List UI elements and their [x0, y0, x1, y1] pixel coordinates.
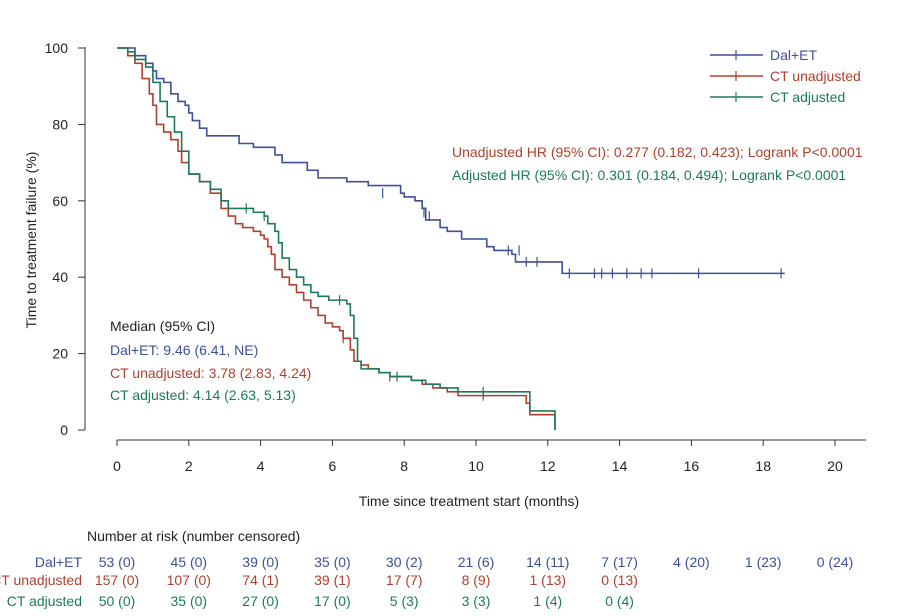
series-line	[117, 47, 785, 275]
risk-cell: 45 (0)	[171, 554, 208, 570]
legend-item: CT adjusted	[710, 89, 845, 105]
risk-cell: 1 (13)	[530, 572, 567, 588]
x-tick-label: 18	[755, 458, 771, 474]
risk-cell: 74 (1)	[242, 572, 279, 588]
km-curves	[117, 47, 785, 430]
median-title: Median (95% CI)	[110, 318, 215, 334]
risk-cell: 17 (7)	[386, 572, 423, 588]
risk-cell: 0 (13)	[601, 572, 638, 588]
risk-cell: 39 (0)	[242, 554, 279, 570]
risk-table: Number at risk (number censored) Dal+ET 5…	[0, 528, 853, 609]
x-tick-label: 20	[827, 458, 843, 474]
risk-cell: 17 (0)	[314, 593, 351, 609]
legend-label: Dal+ET	[770, 47, 818, 63]
risk-cell: 35 (0)	[314, 554, 351, 570]
y-tick-label: 80	[52, 116, 68, 132]
hr-unadjusted-text: Unadjusted HR (95% CI): 0.277 (0.182, 0.…	[452, 144, 863, 160]
series-ct-adjusted	[117, 47, 556, 430]
x-tick-label: 14	[612, 458, 628, 474]
risk-table-rows: Dal+ET 53 (0) 45 (0) 39 (0) 35 (0) 30 (2) 21 (…	[0, 554, 853, 609]
risk-row: CT adjusted 50 (0) 35 (0) 27 (0) 17 (0) 5 (3)…	[7, 593, 634, 609]
series-line	[117, 47, 556, 430]
risk-cell: 27 (0)	[242, 593, 279, 609]
y-ticks: 0 20 40 60 80 100	[45, 40, 85, 438]
hr-adjusted-text: Adjusted HR (95% CI): 0.301 (0.184, 0.49…	[452, 167, 846, 183]
x-tick-label: 12	[540, 458, 556, 474]
risk-row-label: CT adjusted	[7, 593, 82, 609]
x-tick-label: 16	[684, 458, 700, 474]
risk-cell: 7 (17)	[601, 554, 638, 570]
risk-cell: 21 (6)	[458, 554, 495, 570]
risk-cell: 107 (0)	[167, 572, 211, 588]
risk-cell: 1 (23)	[745, 554, 782, 570]
risk-cell: 14 (11)	[526, 554, 569, 570]
risk-cell: 5 (3)	[390, 593, 419, 609]
risk-cell: 0 (24)	[817, 554, 854, 570]
risk-row: Dal+ET 53 (0) 45 (0) 39 (0) 35 (0) 30 (2) 21 (…	[35, 554, 853, 570]
legend: Dal+ET CT unadjusted CT adjusted	[710, 47, 861, 105]
risk-row-label: Dal+ET	[35, 554, 83, 570]
y-tick-label: 0	[60, 422, 68, 438]
median-annotations: Median (95% CI) Dal+ET: 9.46 (6.41, NE) …	[110, 318, 311, 403]
x-tick-label: 10	[468, 458, 484, 474]
risk-row: CT unadjusted 157 (0) 107 (0) 74 (1) 39 (1) 1…	[0, 572, 638, 588]
risk-row-label: CT unadjusted	[0, 572, 82, 588]
risk-cell: 50 (0)	[99, 593, 136, 609]
risk-table-title: Number at risk (number censored)	[87, 528, 300, 544]
legend-label: CT unadjusted	[770, 68, 861, 84]
y-tick-label: 100	[45, 40, 69, 56]
risk-cell: 35 (0)	[171, 593, 208, 609]
risk-cell: 4 (20)	[673, 554, 710, 570]
risk-cell: 157 (0)	[95, 572, 139, 588]
median-ct-unadjusted: CT unadjusted: 3.78 (2.83, 4.24)	[110, 365, 311, 381]
x-tick-label: 4	[257, 458, 265, 474]
x-tick-label: 2	[185, 458, 193, 474]
y-tick-label: 40	[52, 269, 68, 285]
x-tick-label: 0	[113, 458, 121, 474]
legend-item: Dal+ET	[710, 47, 818, 63]
median-ct-adjusted: CT adjusted: 4.14 (2.63, 5.13)	[110, 387, 296, 403]
x-tick-label: 6	[329, 458, 337, 474]
x-tick-label: 8	[400, 458, 408, 474]
legend-item: CT unadjusted	[710, 68, 861, 84]
legend-label: CT adjusted	[770, 89, 845, 105]
risk-cell: 30 (2)	[386, 554, 423, 570]
median-dal-et: Dal+ET: 9.46 (6.41, NE)	[110, 342, 258, 358]
y-tick-label: 60	[52, 193, 68, 209]
risk-cell: 1 (4)	[533, 593, 562, 609]
risk-cell: 8 (9)	[462, 572, 491, 588]
hr-annotations: Unadjusted HR (95% CI): 0.277 (0.182, 0.…	[452, 144, 863, 183]
risk-cell: 53 (0)	[99, 554, 136, 570]
risk-cell: 0 (4)	[605, 593, 634, 609]
axes: 0 2 4 6 8 10 12 14 16 18 20 0 20 40 60 80 100 Time to t…	[23, 40, 866, 509]
x-axis-title: Time since treatment start (months)	[359, 493, 579, 509]
risk-cell: 39 (1)	[314, 572, 351, 588]
risk-cell: 3 (3)	[462, 593, 491, 609]
x-ticks: 0 2 4 6 8 10 12 14 16 18 20	[113, 440, 843, 474]
series-dal-et	[117, 47, 785, 279]
y-axis-title: Time to treatment failure (%)	[23, 152, 39, 329]
y-tick-label: 20	[52, 346, 68, 362]
